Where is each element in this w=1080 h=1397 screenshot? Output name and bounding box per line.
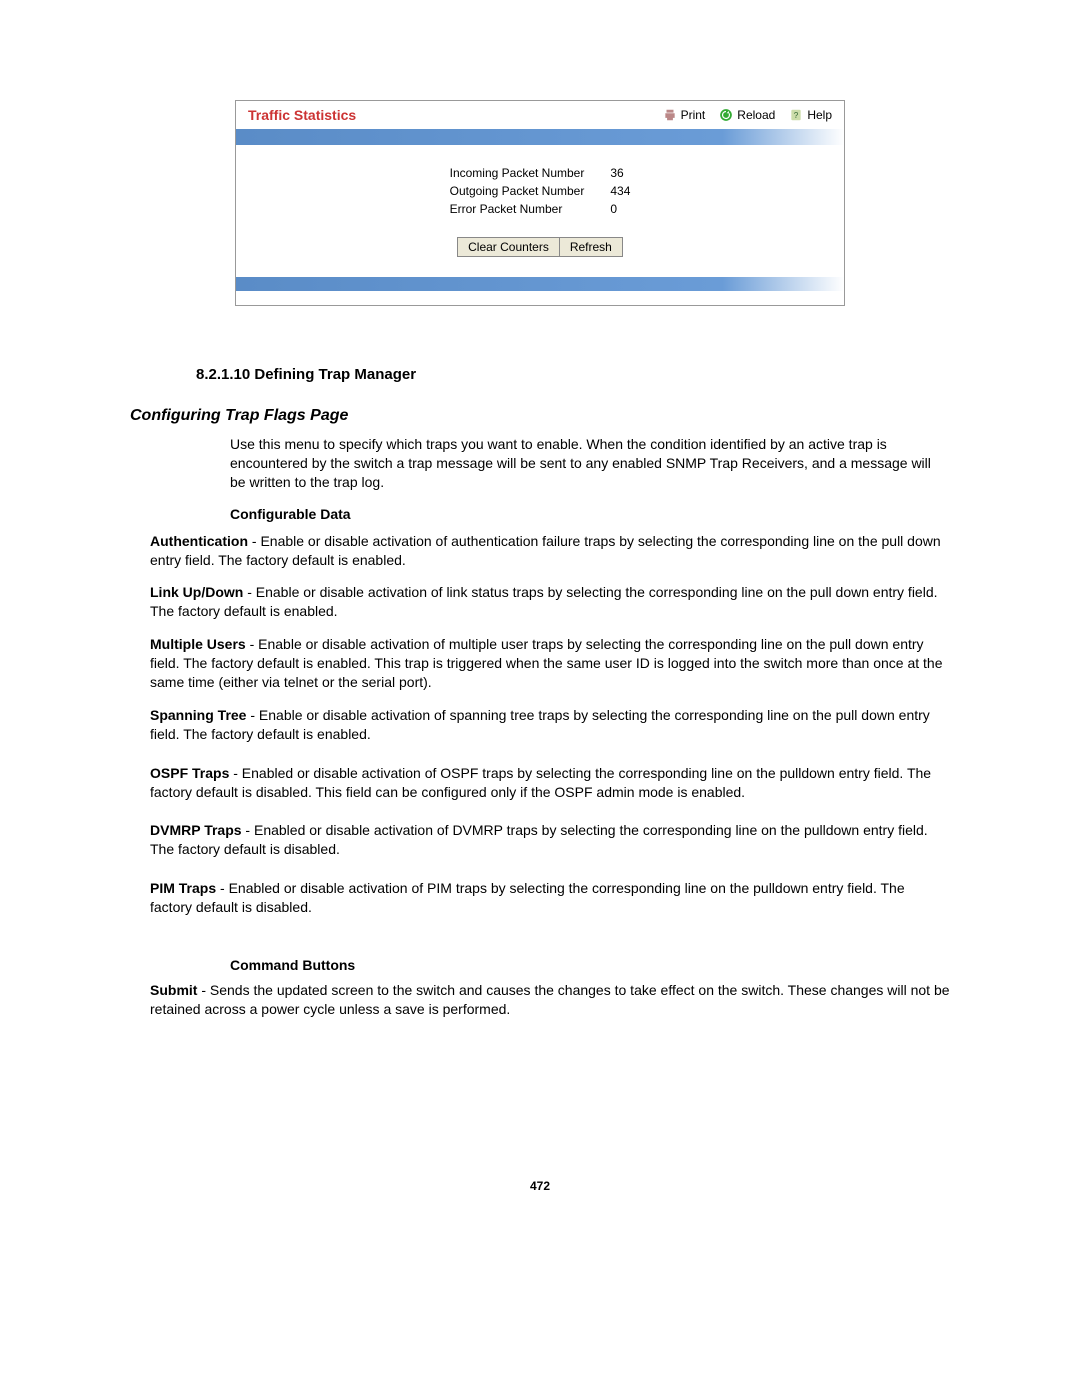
document-page: Traffic Statistics Print Reload ? Help [0,0,1080,1253]
stat-label: Outgoing Packet Number [442,183,593,199]
table-row: Error Packet Number 0 [442,201,639,217]
subsection-heading: Configuring Trap Flags Page [130,407,950,425]
panel-header: Traffic Statistics Print Reload ? Help [236,101,844,129]
panel-footer-text [236,291,844,305]
stats-table: Incoming Packet Number 36 Outgoing Packe… [440,163,641,219]
desc: - Enabled or disable activation of DVMRP… [150,822,928,857]
term: Authentication [150,533,248,549]
panel-bluebar-top [236,129,844,145]
help-label: Help [807,108,832,122]
traffic-statistics-panel: Traffic Statistics Print Reload ? Help [235,100,845,306]
stat-value: 434 [594,183,638,199]
desc: - Enable or disable activation of multip… [150,636,942,690]
config-item: Spanning Tree - Enable or disable activa… [150,706,950,744]
desc: - Enable or disable activation of spanni… [150,707,930,742]
panel-actions: Print Reload ? Help [663,108,832,122]
panel-bluebar-bottom [236,277,844,291]
help-icon: ? [789,108,803,122]
svg-text:?: ? [794,111,799,120]
term: Spanning Tree [150,707,246,723]
command-buttons-label: Command Buttons [230,957,950,973]
stat-label: Incoming Packet Number [442,165,593,181]
config-item: Link Up/Down - Enable or disable activat… [150,583,950,621]
config-item: Multiple Users - Enable or disable activ… [150,635,950,692]
term: OSPF Traps [150,765,229,781]
config-item: Authentication - Enable or disable activ… [150,532,950,570]
term: PIM Traps [150,880,216,896]
reload-button[interactable]: Reload [719,108,775,122]
page-number: 472 [130,1179,950,1193]
command-button-item: Submit - Sends the updated screen to the… [150,981,950,1019]
help-button[interactable]: ? Help [789,108,832,122]
panel-body: Incoming Packet Number 36 Outgoing Packe… [236,145,844,271]
stat-value: 36 [594,165,638,181]
config-item: PIM Traps - Enabled or disable activatio… [150,879,950,917]
desc: - Enabled or disable activation of PIM t… [150,880,905,915]
desc: - Enable or disable activation of authen… [150,533,941,568]
reload-icon [719,108,733,122]
section-heading: 8.2.1.10 Defining Trap Manager [196,366,950,383]
term: Multiple Users [150,636,246,652]
stat-label: Error Packet Number [442,201,593,217]
desc: - Sends the updated screen to the switch… [150,982,950,1017]
term: DVMRP Traps [150,822,242,838]
print-button[interactable]: Print [663,108,706,122]
configurable-data-label: Configurable Data [230,506,950,522]
button-row: Clear Counters Refresh [457,237,623,257]
intro-paragraph: Use this menu to specify which traps you… [230,435,950,492]
table-row: Incoming Packet Number 36 [442,165,639,181]
table-row: Outgoing Packet Number 434 [442,183,639,199]
term: Link Up/Down [150,584,243,600]
clear-counters-button[interactable]: Clear Counters [457,237,560,257]
desc: - Enabled or disable activation of OSPF … [150,765,931,800]
config-item: DVMRP Traps - Enabled or disable activat… [150,821,950,859]
refresh-button[interactable]: Refresh [559,237,623,257]
print-icon [663,108,677,122]
print-label: Print [681,108,706,122]
panel-title: Traffic Statistics [248,107,663,123]
config-item: OSPF Traps - Enabled or disable activati… [150,764,950,802]
desc: - Enable or disable activation of link s… [150,584,938,619]
reload-label: Reload [737,108,775,122]
stat-value: 0 [594,201,638,217]
term: Submit [150,982,197,998]
